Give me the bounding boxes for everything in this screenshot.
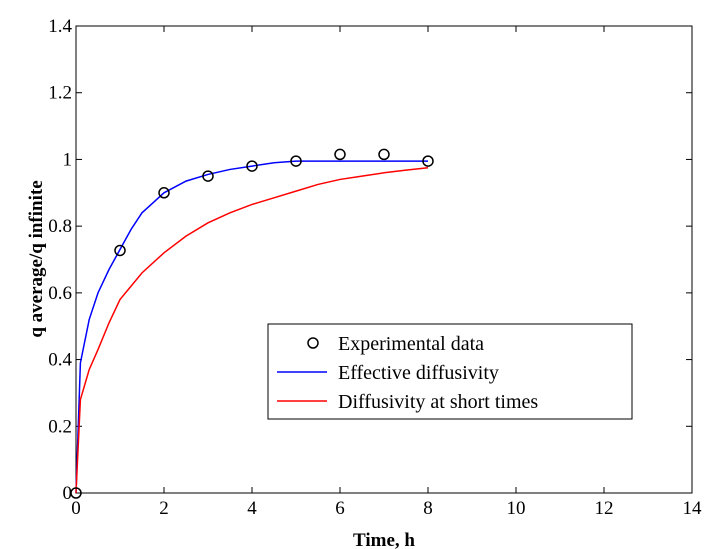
series-line (75, 167, 429, 494)
y-tick-label: 1 (63, 149, 73, 170)
data-point (246, 160, 258, 172)
data-point (114, 244, 126, 257)
x-tick-label: 2 (159, 498, 169, 519)
legend-items: Experimental data Effective diffusivity Di… (277, 333, 538, 413)
x-tick-label: 4 (247, 498, 257, 519)
legend: Experimental data Effective diffusivity Di… (267, 323, 633, 420)
x-tick-label: 14 (683, 498, 703, 519)
x-tick-label: 8 (423, 498, 433, 519)
data-point (202, 170, 214, 182)
data-point (290, 155, 302, 167)
y-tick-label: 0.6 (48, 283, 72, 304)
y-tick-label: 0.2 (48, 416, 72, 437)
y-tick-label: 0.8 (48, 216, 72, 237)
y-tick-label: 1.2 (48, 83, 72, 104)
series-layer (70, 148, 434, 499)
y-axis-title: q average/q infinite (26, 180, 47, 337)
legend-box (267, 323, 633, 420)
data-point (378, 148, 390, 161)
legend-label: Effective diffusivity (338, 362, 499, 384)
y-tick-label: 0.4 (48, 350, 72, 371)
x-tick-label: 6 (335, 498, 345, 519)
y-tick-label: 0 (63, 483, 73, 504)
tick-layer: 0 2 4 6 8 10 12 14 0 0.2 0.4 0.6 0.8 1 1.2 1.4 (48, 16, 702, 519)
x-tick-label: 0 (71, 498, 81, 519)
data-point (70, 487, 82, 499)
data-point (334, 148, 346, 161)
x-axis-title: Time, h (353, 530, 415, 549)
legend-label: Diffusivity at short times (338, 391, 538, 413)
legend-label: Experimental data (338, 333, 484, 355)
x-tick-label: 12 (595, 498, 614, 519)
data-point (422, 155, 434, 167)
series-line (75, 160, 428, 494)
data-point (158, 187, 170, 199)
x-tick-label: 10 (507, 498, 526, 519)
plot-area (75, 25, 693, 494)
legend-marker (307, 337, 319, 349)
y-tick-label: 1.4 (48, 16, 72, 37)
